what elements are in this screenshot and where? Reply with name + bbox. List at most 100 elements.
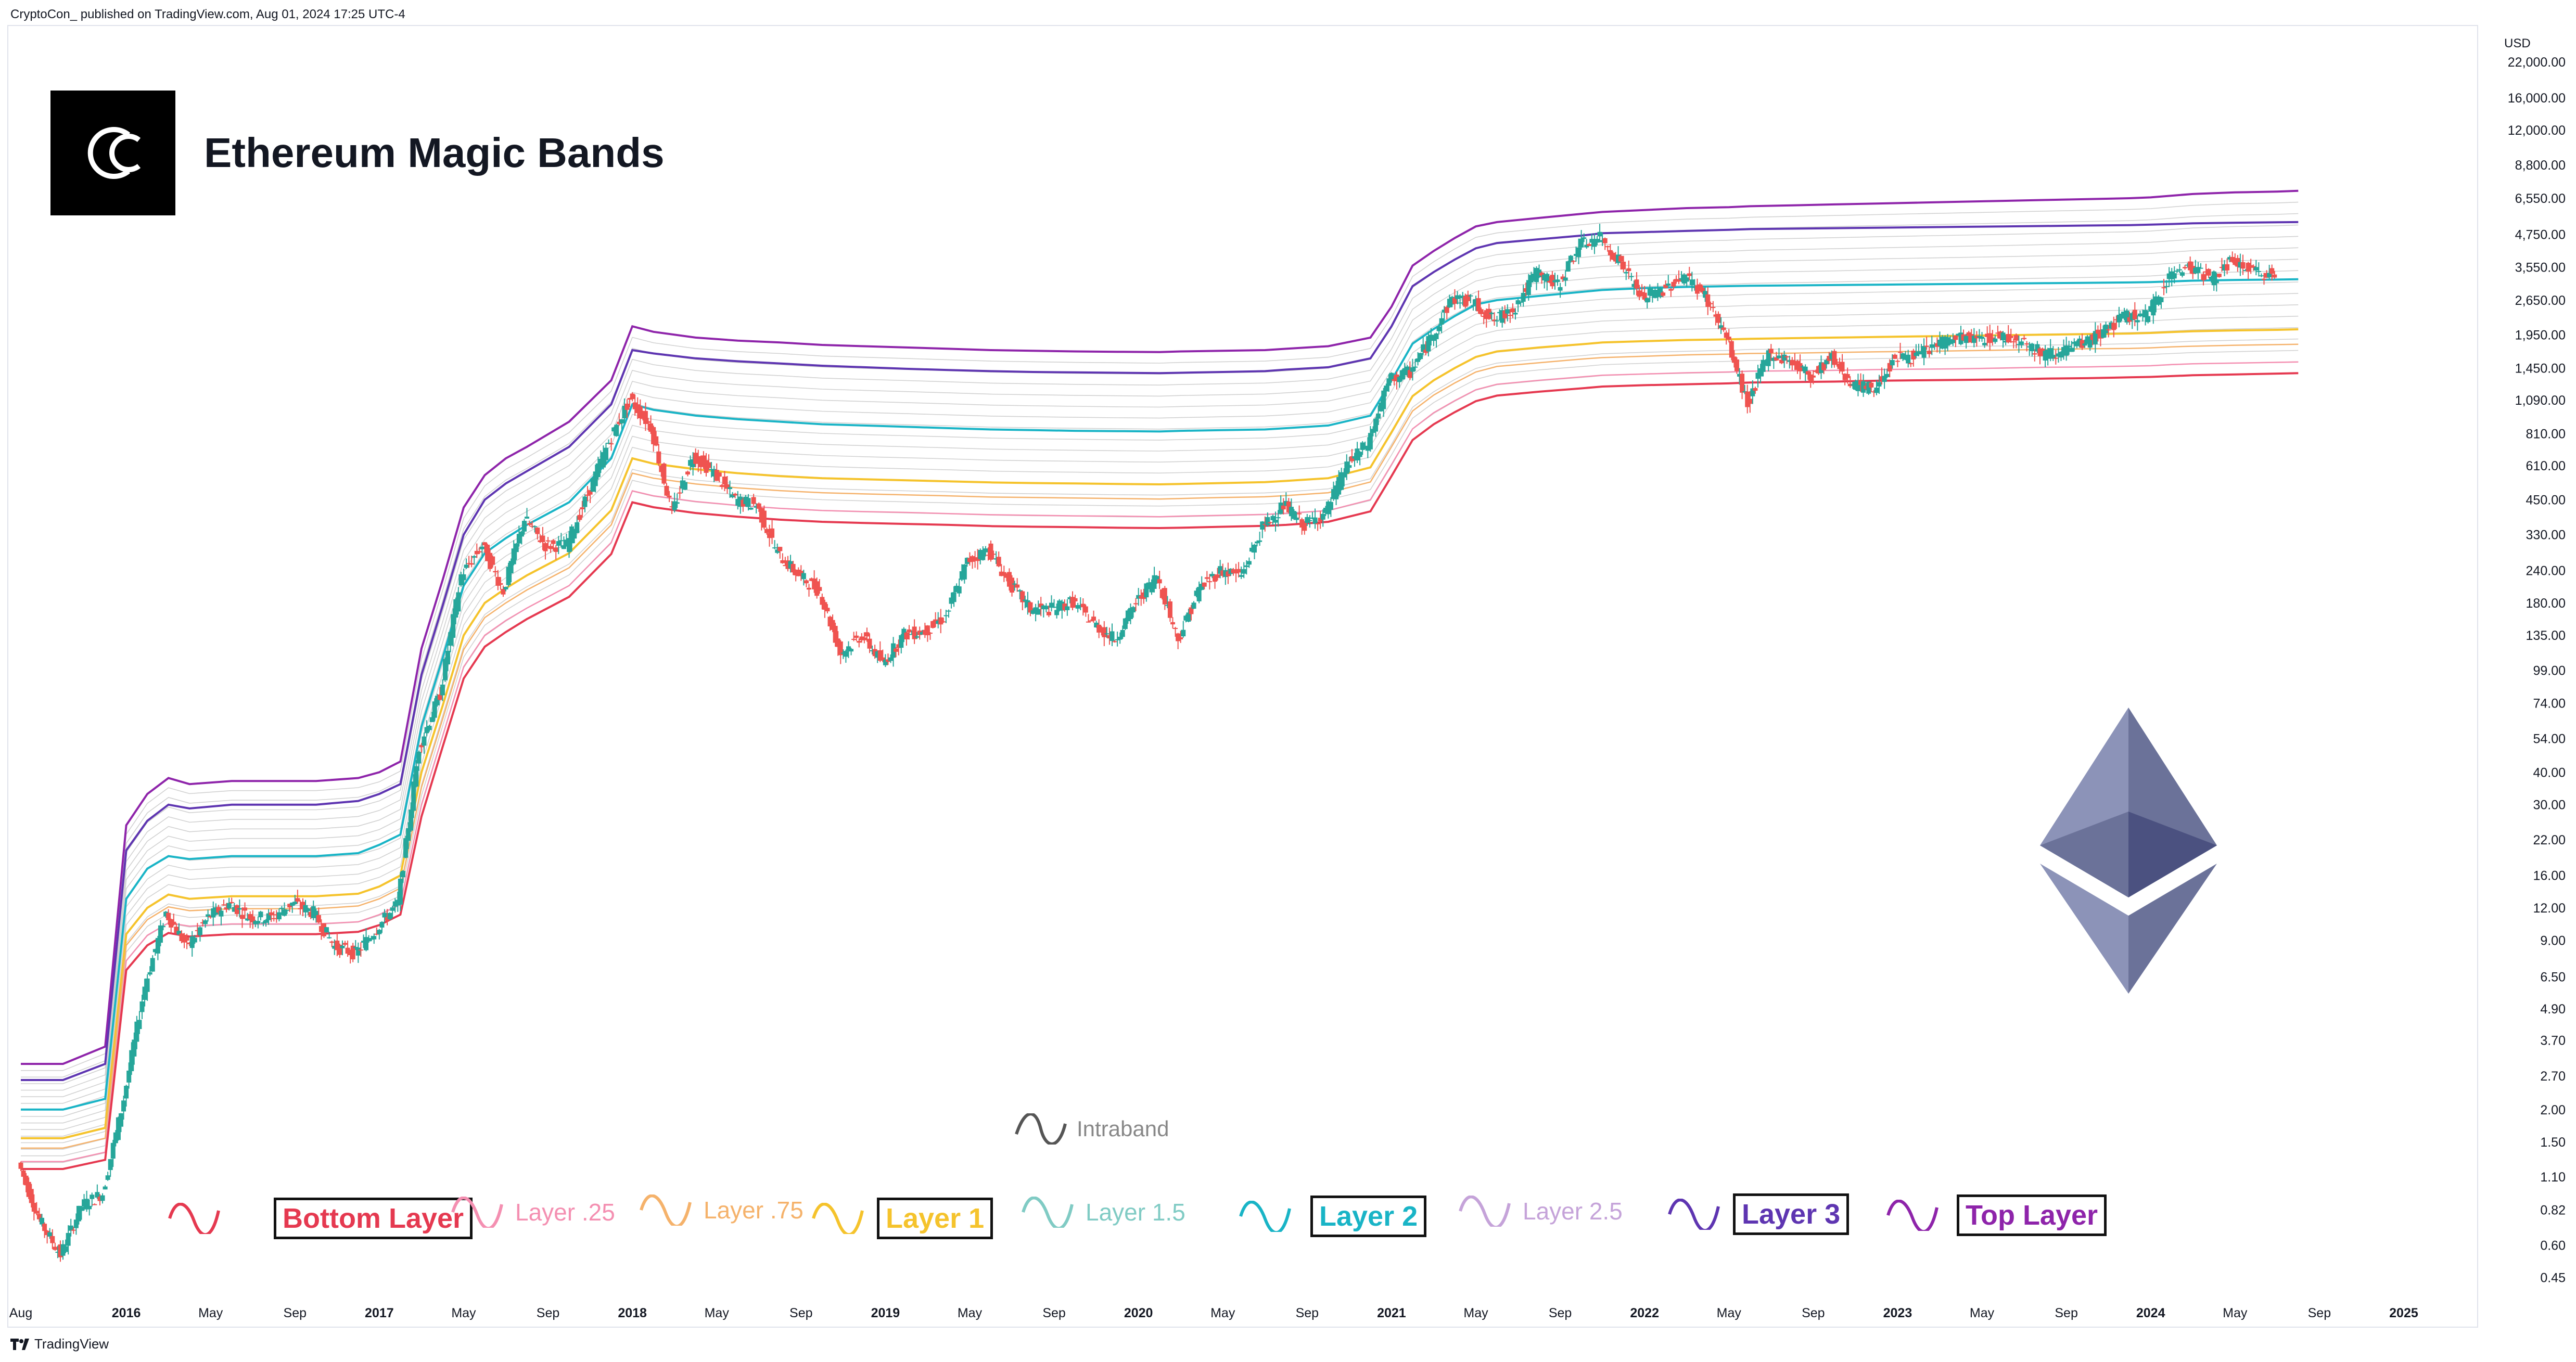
candle-body — [978, 549, 983, 559]
candle-body — [962, 564, 967, 580]
candle-body — [1934, 343, 1940, 347]
candle-body — [759, 508, 764, 523]
candle-body — [1887, 363, 1892, 372]
candle-body — [82, 1199, 87, 1207]
candle-body — [914, 636, 920, 638]
candle-body — [575, 522, 580, 533]
candle-body — [335, 940, 340, 950]
candle-body — [2269, 268, 2275, 274]
candle-body — [2253, 267, 2259, 271]
candle-body — [1102, 627, 1107, 637]
candle-body — [229, 902, 234, 903]
candle-body — [1705, 294, 1711, 307]
candle-body — [501, 589, 506, 595]
y-tick-label: 610.00 — [2526, 459, 2566, 473]
candle-body — [696, 456, 701, 464]
candle-body — [68, 1225, 73, 1231]
candle-body — [814, 581, 820, 596]
candle-body — [34, 1211, 39, 1214]
candle-body — [36, 1214, 42, 1219]
candle-body — [1708, 303, 1713, 304]
candle-body — [73, 1219, 79, 1228]
candle-body — [40, 1217, 45, 1225]
candle-body — [498, 583, 503, 585]
candle-body — [1624, 272, 1629, 274]
candle-body — [176, 931, 182, 935]
legend-bottom-layer-label: Bottom Layer — [274, 1198, 473, 1239]
candle-body — [1568, 255, 1573, 262]
candle-body — [1352, 456, 1357, 459]
wave-icon — [1459, 1196, 1511, 1227]
candle-body — [2101, 329, 2106, 338]
candle-body — [885, 659, 890, 662]
candle-body — [461, 574, 466, 581]
candle-body — [1046, 612, 1051, 615]
candle-body — [1294, 517, 1299, 520]
candle-body — [1731, 356, 1737, 363]
candle-body — [593, 471, 598, 486]
candle-body — [132, 1039, 137, 1057]
candle-body — [256, 921, 261, 924]
candle-body — [200, 922, 205, 923]
candle-body — [1882, 376, 1887, 382]
candle-body — [2246, 263, 2251, 272]
candle-body — [1241, 569, 1246, 574]
candle-body — [521, 521, 527, 532]
legend-layer-3-label: Layer 3 — [1733, 1193, 1850, 1235]
candle-body — [1444, 306, 1449, 313]
candle-body — [18, 1162, 23, 1169]
candle-body — [912, 626, 917, 639]
candle-body — [390, 907, 395, 911]
candle-body — [1194, 590, 1199, 596]
candle-body — [1558, 287, 1563, 291]
candle-body — [453, 599, 458, 618]
candle-body — [783, 565, 788, 567]
candle-body — [1357, 452, 1362, 457]
candle-body — [1423, 350, 1429, 353]
candle-body — [1884, 374, 1890, 377]
candle-body — [561, 545, 566, 549]
candle-body — [785, 560, 790, 569]
candle-body — [1223, 570, 1228, 577]
intraband-line — [21, 270, 2299, 1111]
y-tick-label: 16.00 — [2533, 869, 2566, 883]
candle-body — [1426, 336, 1431, 352]
candle-body — [2030, 343, 2035, 351]
candle-body — [2193, 267, 2198, 274]
candle-body — [266, 913, 271, 920]
band-layer-1 — [21, 328, 2299, 1139]
candle-body — [595, 463, 601, 478]
candle-body — [1157, 579, 1162, 584]
candle-body — [1096, 624, 1102, 633]
candle-body — [957, 586, 962, 594]
candle-body — [1394, 374, 1399, 381]
candle-body — [1616, 254, 1621, 263]
candle-body — [1692, 287, 1697, 288]
candle-body — [1429, 335, 1434, 339]
candle-body — [1012, 583, 1017, 585]
candle-body — [419, 744, 424, 748]
candle-body — [1515, 300, 1521, 304]
candle-body — [108, 1159, 113, 1171]
candle-body — [1004, 573, 1009, 578]
candle-body — [1932, 344, 1937, 346]
currency-label: USD — [2504, 36, 2531, 50]
candle-body — [659, 466, 664, 472]
tradingview-brand[interactable]: TradingView — [10, 1336, 109, 1352]
candle-body — [2262, 278, 2266, 280]
candle-body — [1761, 359, 1766, 372]
candle-body — [2043, 351, 2048, 361]
candle-body — [1850, 384, 1855, 386]
chart-frame[interactable] — [7, 25, 2478, 1328]
candle-body — [1384, 386, 1389, 392]
candle-body — [1576, 247, 1582, 258]
y-tick-label: 3.70 — [2540, 1034, 2566, 1048]
candle-body — [1320, 513, 1325, 520]
candle-body — [226, 903, 232, 909]
legend-layer-2-label: Layer 2 — [1310, 1196, 1427, 1237]
candle-body — [2114, 319, 2119, 320]
candle-body — [182, 935, 187, 943]
candle-body — [316, 915, 321, 923]
candle-body — [1766, 350, 1771, 366]
